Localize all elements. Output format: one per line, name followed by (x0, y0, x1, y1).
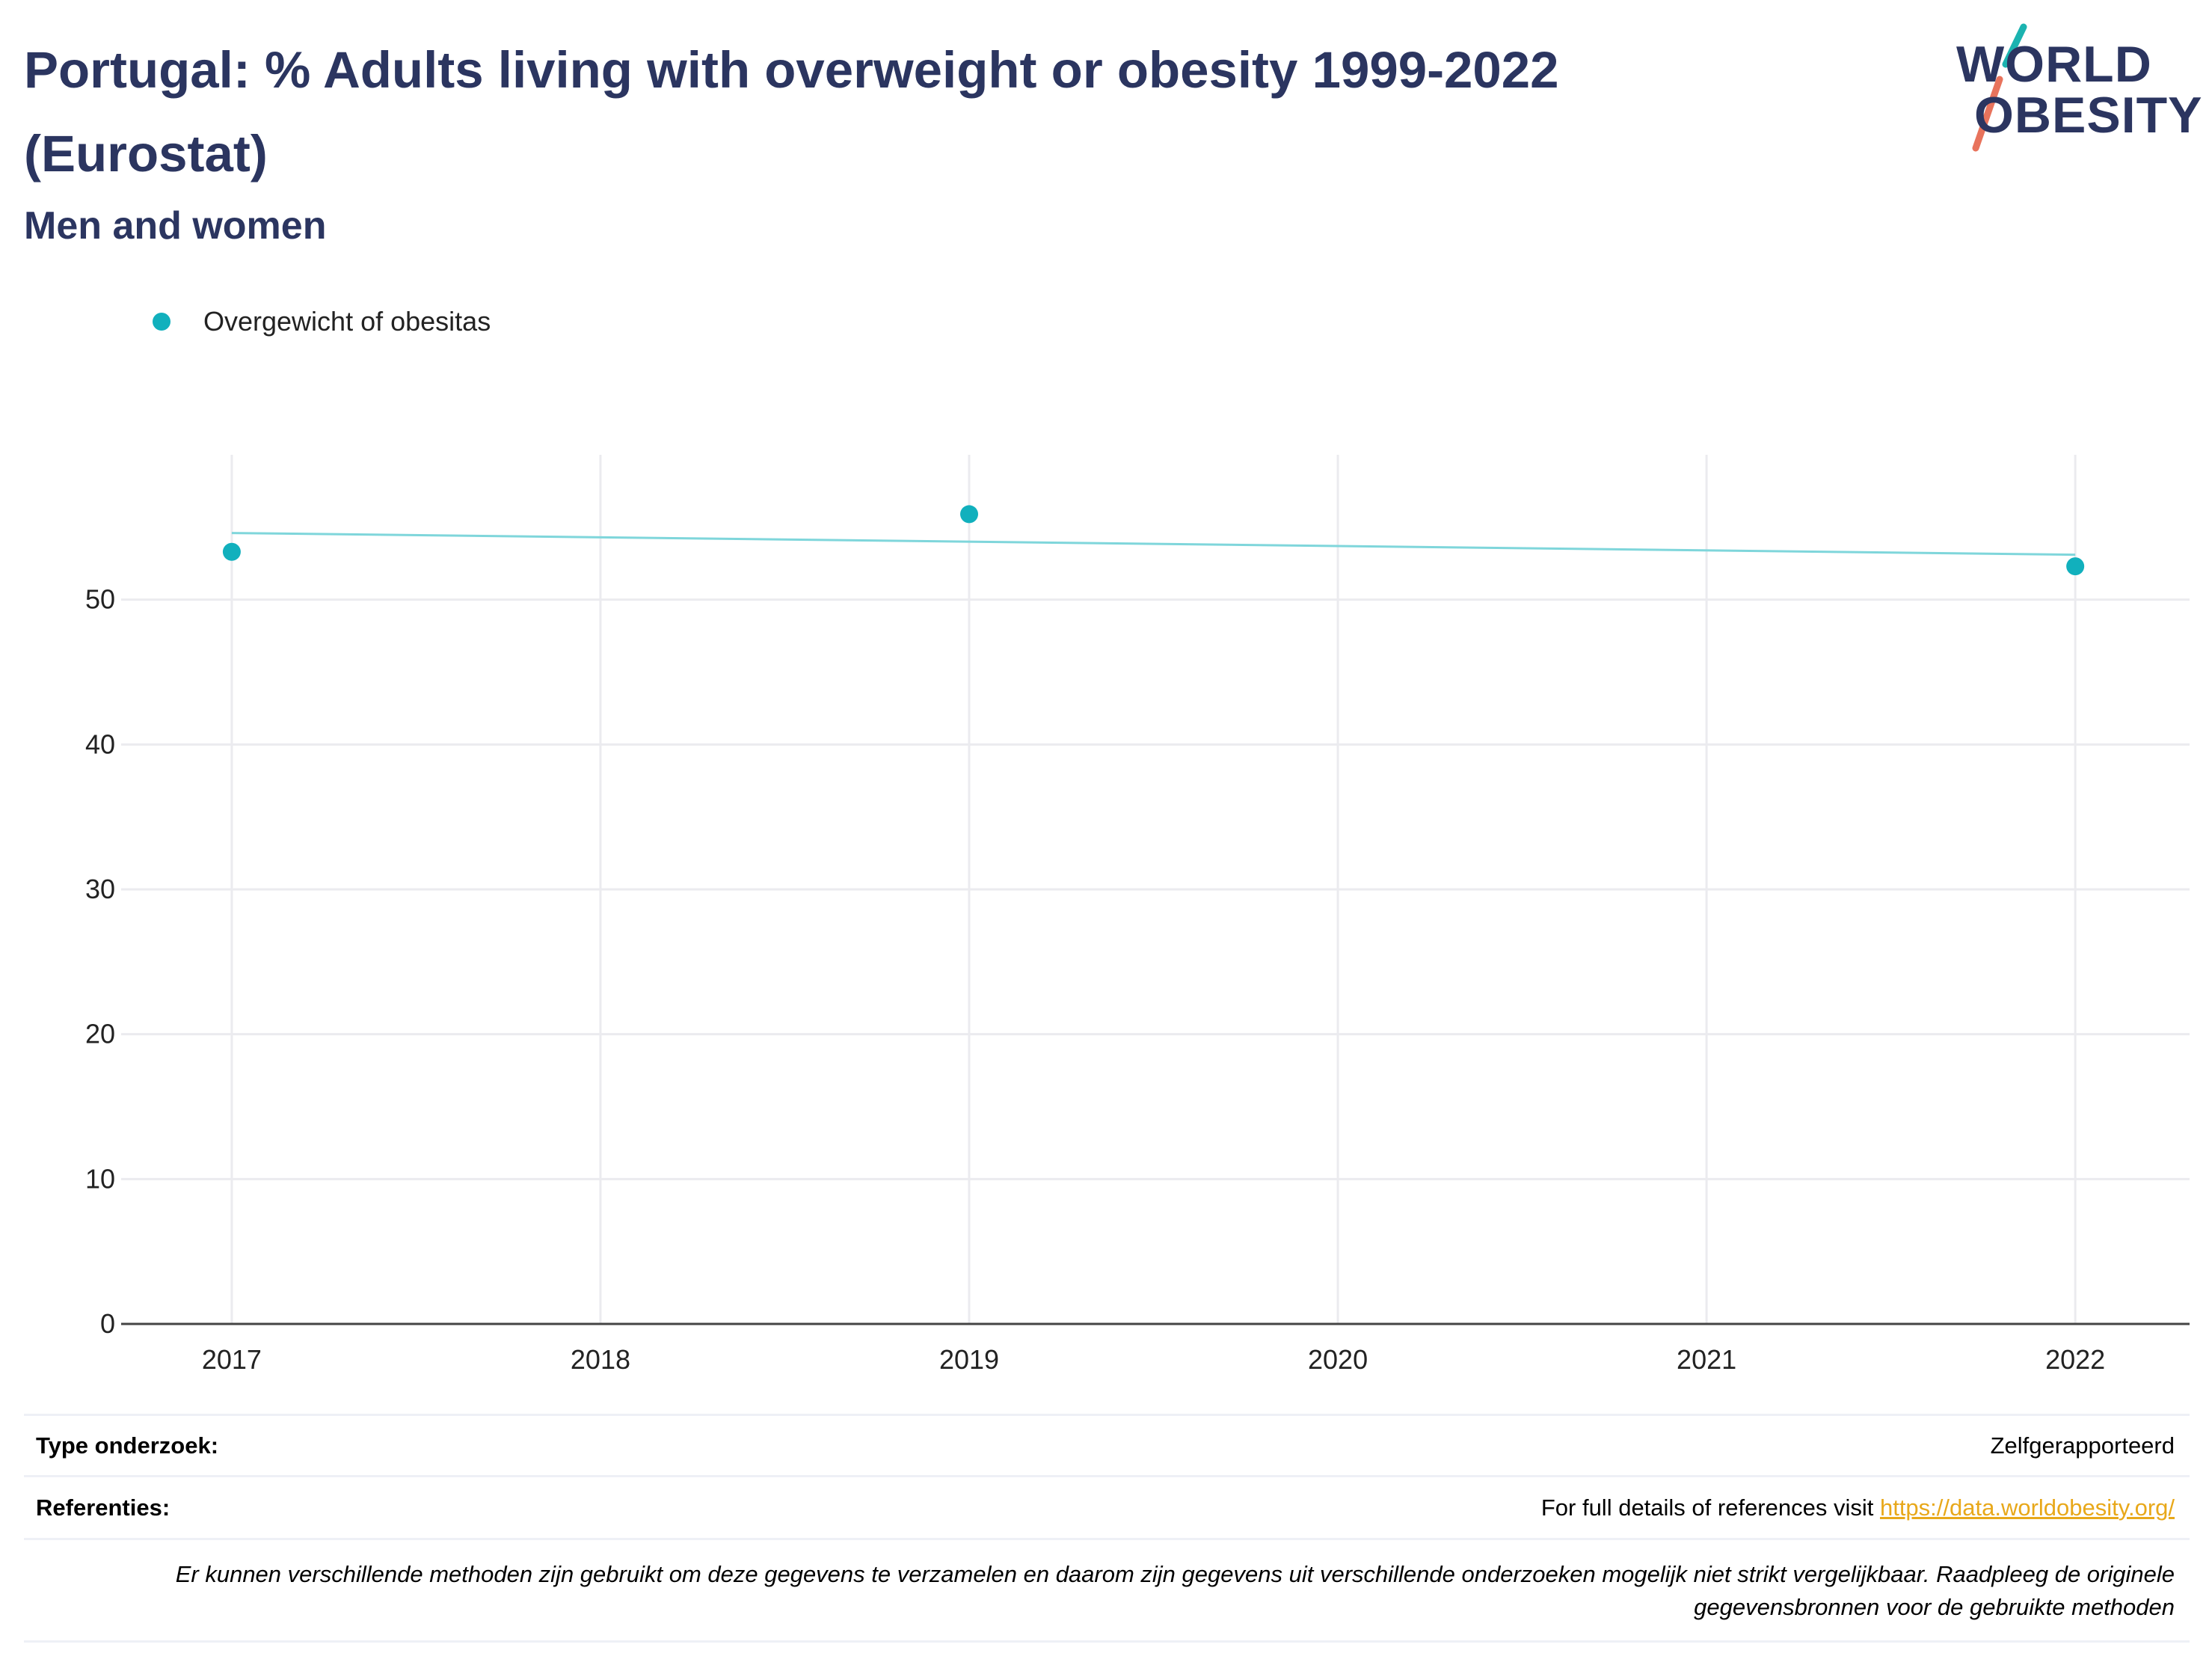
legend-marker-icon (153, 313, 170, 331)
survey-type-row: Type onderzoek: Zelfgerapporteerd (24, 1414, 2190, 1475)
x-tick-label: 2018 (571, 1344, 630, 1375)
page-title: Portugal: % Adults living with overweigh… (24, 41, 1559, 183)
logo-text-world: WORLD (1956, 36, 2152, 93)
x-tick-label: 2022 (2045, 1344, 2105, 1375)
data-point (960, 505, 979, 524)
references-link[interactable]: https://data.worldobesity.org/ (1879, 1494, 2175, 1521)
x-tick-label: 2019 (939, 1344, 999, 1375)
y-tick-label: 30 (85, 874, 115, 904)
legend-label: Overgewicht of obesitas (203, 306, 491, 337)
survey-type-value: Zelfgerapporteerd (1990, 1432, 2175, 1459)
trend-line (231, 532, 2076, 557)
y-tick-label: 10 (85, 1163, 115, 1194)
logo-slash-icon (1972, 23, 2027, 152)
x-tick-label: 2020 (1308, 1344, 1368, 1375)
methodology-note: Er kunnen verschillende methoden zijn ge… (24, 1538, 2190, 1643)
data-point (222, 542, 241, 561)
y-tick-label: 50 (85, 584, 115, 615)
chart-legend[interactable]: Overgewicht of obesitas (153, 299, 491, 344)
references-row: Referenties: For full details of referen… (24, 1475, 2190, 1538)
chart-subtitle: Men and women (24, 204, 327, 248)
data-point (2066, 557, 2085, 576)
x-tick-label: 2021 (1677, 1344, 1736, 1375)
references-label: Referenties: (36, 1494, 170, 1521)
world-obesity-logo[interactable]: WORLD OBESITY (1944, 22, 2202, 157)
logo-text-obesity: OBESITY (1974, 87, 2203, 144)
y-tick-label: 40 (85, 729, 115, 759)
y-tick-label: 0 (100, 1308, 115, 1339)
x-tick-label: 2017 (202, 1344, 262, 1375)
survey-type-label: Type onderzoek: (36, 1432, 219, 1459)
y-tick-label: 20 (85, 1019, 115, 1049)
references-text: For full details of references visit (1540, 1494, 1880, 1521)
